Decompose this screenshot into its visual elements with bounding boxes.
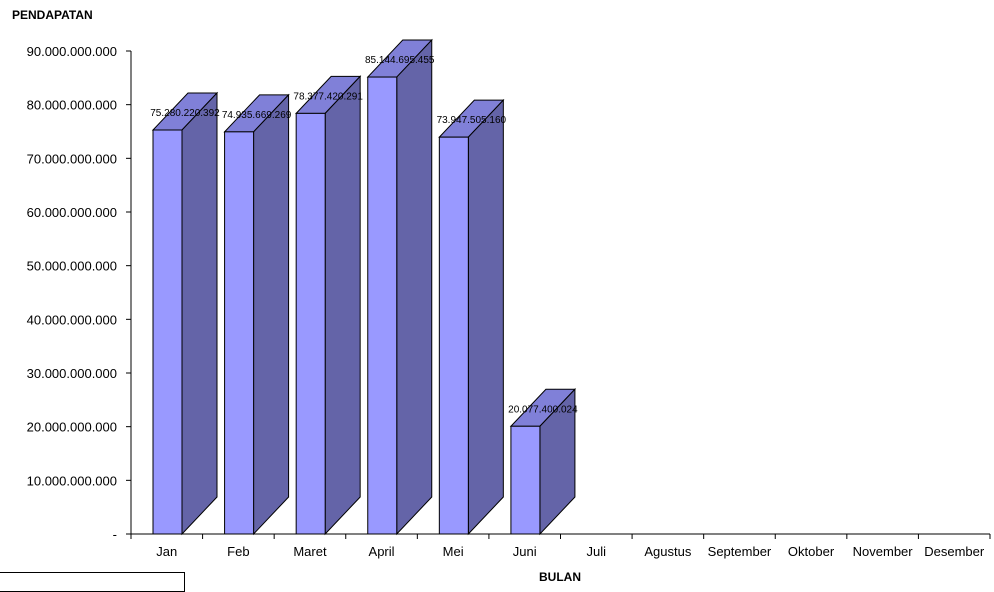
- y-tick-label: 80.000.000.000: [27, 98, 117, 113]
- x-tick-label: Jan: [156, 544, 177, 559]
- bar-side-jan: [181, 91, 218, 536]
- x-tick-label: Desember: [924, 544, 985, 559]
- data-label: 78.377.420.291: [293, 91, 363, 102]
- x-tick-label: Juni: [513, 544, 537, 559]
- bar-side-maret: [324, 75, 361, 536]
- y-axis-title: PENDAPATAN: [12, 8, 93, 22]
- bar-side-mei: [467, 98, 504, 536]
- y-tick-label: 50.000.000.000: [27, 259, 117, 274]
- bar-feb: [224, 131, 255, 535]
- data-label: 73.947.505.160: [437, 115, 507, 126]
- x-tick-label: Maret: [293, 544, 327, 559]
- y-tick-label: 60.000.000.000: [27, 205, 117, 220]
- x-tick-label: November: [853, 544, 914, 559]
- data-label: 74.935.669.269: [222, 110, 292, 121]
- x-tick-label: Mei: [443, 544, 464, 559]
- bar-juni: [510, 425, 541, 535]
- bar-side-feb: [253, 93, 290, 536]
- x-tick-label: Feb: [227, 544, 249, 559]
- bar-side-april: [396, 38, 433, 536]
- y-tick-label: 90.000.000.000: [27, 44, 117, 59]
- y-tick-label: 20.000.000.000: [27, 420, 117, 435]
- y-tick-label: 10.000.000.000: [27, 473, 117, 488]
- data-label: 75.280.220.392: [150, 108, 220, 119]
- x-tick-label: September: [708, 544, 772, 559]
- x-axis-title: BULAN: [539, 570, 581, 584]
- y-tick-label: 30.000.000.000: [27, 366, 117, 381]
- data-label: 85.144.695.455: [365, 55, 435, 66]
- bar-jan: [152, 129, 183, 535]
- x-tick-label: Agustus: [644, 544, 691, 559]
- bar-mei: [438, 136, 469, 535]
- x-tick-label: Oktober: [788, 544, 835, 559]
- x-tick-label: April: [369, 544, 395, 559]
- legend-box: [0, 572, 185, 592]
- y-tick-label: -: [113, 527, 117, 542]
- bar-maret: [295, 112, 326, 535]
- y-tick-label: 40.000.000.000: [27, 312, 117, 327]
- bar-april: [367, 76, 398, 535]
- x-tick-label: Juli: [587, 544, 607, 559]
- data-label: 20.077.400.024: [508, 404, 578, 415]
- y-tick-label: 70.000.000.000: [27, 151, 117, 166]
